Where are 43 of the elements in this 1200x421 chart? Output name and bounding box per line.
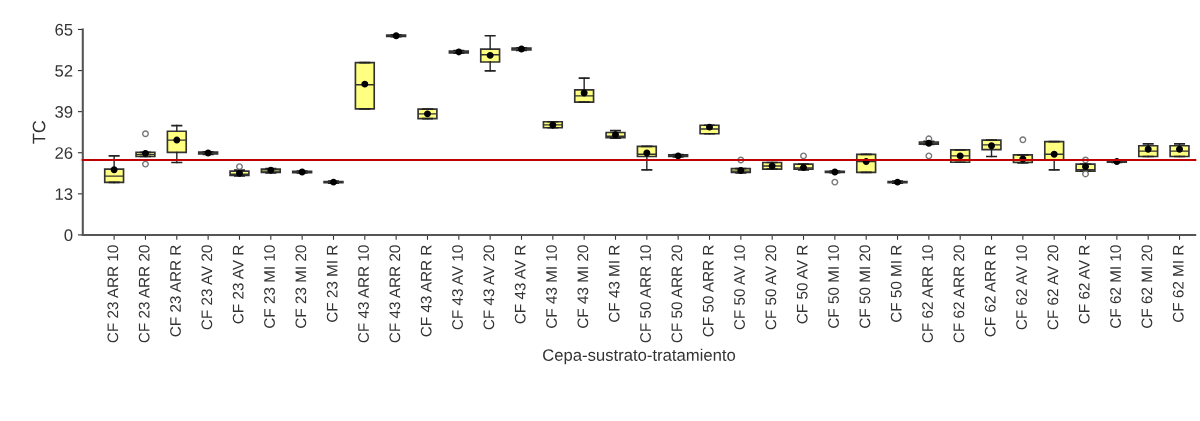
x-tick-label: CF 50 ARR 20 — [671, 245, 683, 343]
x-tick-label: CF 23 MI 10 — [264, 245, 275, 328]
x-tick-label: CF 43 MI 10 — [546, 245, 557, 328]
x-tick-label: CF 62 ARR 10 — [922, 245, 933, 343]
x-tick-label: CF 50 MI 20 — [859, 245, 871, 328]
x-tick-label: CF 23 ARR 10 — [107, 245, 119, 343]
x-axis-title: Cepa-sustrato-tratamiento — [543, 348, 736, 365]
y-tick-label: 0 — [64, 229, 73, 242]
y-tick-label: 26 — [55, 147, 73, 159]
y-tick-label: 13 — [55, 188, 73, 201]
y-tick-label: 39 — [55, 106, 73, 118]
x-tick-label: CF 43 MI R — [608, 245, 620, 322]
x-tick-label: CF 23 ARR 20 — [138, 245, 150, 343]
y-tick-label: 52 — [55, 64, 73, 77]
x-tick-label: CF 23 MI 20 — [295, 245, 307, 328]
x-tick-label: CF 23 ARR R — [170, 245, 181, 337]
x-tick-label: CF 50 AV R — [796, 245, 808, 324]
x-tick-label: CF 50 ARR 10 — [640, 245, 651, 343]
x-tick-label: CF 50 AV 10 — [734, 245, 745, 330]
x-tick-label: CF 62 ARR R — [984, 245, 996, 337]
x-tick-label: CF 62 AV R — [1078, 245, 1090, 324]
x-tick-label: CF 50 MI R — [890, 245, 902, 322]
x-tick-label: CF 23 AV R — [232, 245, 244, 324]
x-tick-label: CF 43 MI 20 — [577, 245, 589, 328]
x-tick-label: CF 62 MI 10 — [1110, 245, 1121, 328]
x-tick-label: CF 43 ARR 10 — [358, 245, 369, 343]
x-tick-label: CF 50 AV 20 — [765, 245, 777, 330]
x-tick-label: CF 62 MI 20 — [1141, 245, 1153, 328]
x-tick-label: CF 62 ARR 20 — [953, 245, 965, 343]
x-tick-label: CF 43 AV R — [514, 245, 526, 324]
y-axis-title: TC — [32, 120, 46, 144]
x-tick-label: CF 23 AV 20 — [201, 245, 213, 330]
x-tick-label: CF 23 MI R — [326, 245, 338, 322]
x-tick-label: CF 43 AV 20 — [483, 245, 495, 330]
x-tick-label: CF 50 MI 10 — [828, 245, 839, 328]
x-tick-label: CF 43 AV 10 — [452, 245, 463, 330]
x-tick-label: CF 62 MI R — [1172, 245, 1184, 322]
x-tick-label: CF 43 ARR R — [420, 245, 432, 337]
x-tick-label: CF 43 ARR 20 — [389, 245, 401, 343]
x-tick-label: CF 62 AV 10 — [1016, 245, 1027, 330]
x-tick-label: CF 50 ARR R — [702, 245, 714, 337]
y-tick-label: 65 — [55, 23, 73, 36]
x-tick-label: CF 62 AV 20 — [1047, 245, 1059, 330]
